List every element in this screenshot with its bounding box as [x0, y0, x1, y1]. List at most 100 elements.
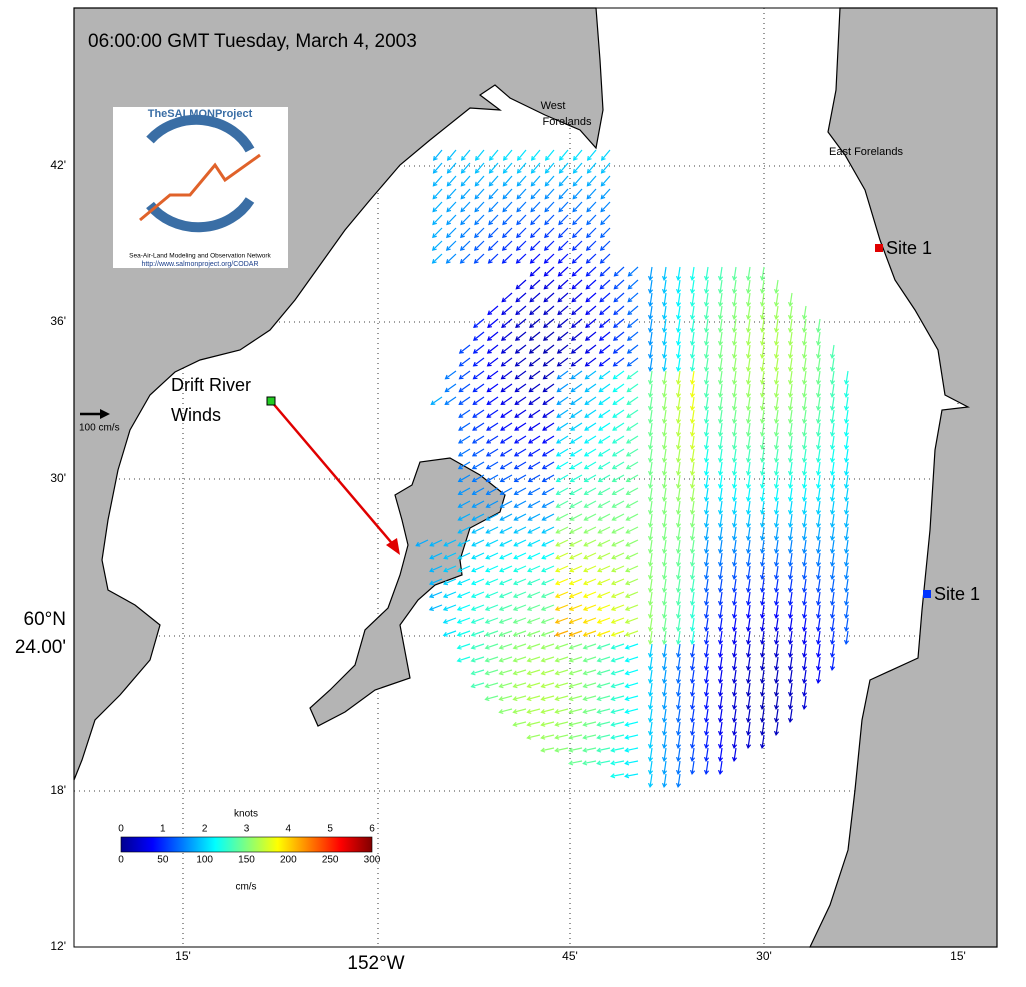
current-arrowhead	[610, 631, 616, 637]
current-vector	[600, 253, 611, 264]
current-arrowhead	[787, 691, 794, 698]
current-field	[415, 149, 850, 789]
current-arrowhead	[584, 400, 590, 406]
current-arrowhead	[829, 587, 836, 594]
current-arrowhead	[571, 323, 577, 329]
current-vector	[691, 578, 695, 592]
current-vector	[831, 500, 835, 514]
current-arrowhead	[610, 760, 616, 766]
current-arrowhead	[647, 652, 654, 659]
current-arrowhead	[661, 431, 668, 438]
current-vector	[803, 344, 807, 358]
current-vector	[817, 591, 821, 605]
current-vector	[691, 422, 695, 436]
current-arrowhead	[541, 477, 547, 483]
current-arrowhead	[626, 361, 632, 367]
current-arrowhead	[661, 704, 668, 711]
current-vector	[691, 539, 695, 553]
current-vector	[803, 526, 807, 540]
current-vector	[460, 175, 471, 187]
current-arrowhead	[515, 246, 521, 251]
current-arrowhead	[444, 387, 450, 393]
current-arrowhead	[486, 361, 492, 367]
current-arrowhead	[432, 181, 438, 187]
current-vector	[789, 344, 793, 358]
current-vector	[803, 643, 807, 657]
current-arrowhead	[528, 349, 534, 354]
current-vector	[613, 279, 625, 290]
current-vector	[649, 695, 653, 709]
current-arrowhead	[555, 529, 561, 534]
current-vector	[719, 617, 723, 631]
current-vector	[555, 604, 569, 611]
current-arrowhead	[530, 207, 536, 213]
current-arrowhead	[583, 516, 589, 521]
current-vector	[528, 409, 541, 418]
current-arrowhead	[661, 548, 668, 555]
current-vector	[845, 591, 849, 605]
current-arrowhead	[502, 168, 508, 174]
current-arrowhead	[474, 194, 480, 200]
current-vector	[677, 266, 681, 280]
current-vector	[817, 669, 821, 683]
current-arrowhead	[647, 275, 654, 282]
current-arrowhead	[745, 535, 752, 542]
logo-box	[113, 107, 288, 268]
current-vector	[501, 305, 513, 315]
current-arrowhead	[787, 379, 794, 386]
current-arrowhead	[596, 670, 602, 676]
current-arrowhead	[432, 220, 438, 226]
current-vector	[601, 149, 611, 161]
current-vector	[705, 279, 709, 293]
current-arrowhead	[484, 644, 490, 650]
current-arrowhead	[541, 541, 547, 547]
current-vector	[457, 643, 471, 649]
current-vector	[649, 422, 653, 436]
current-vector	[705, 617, 709, 631]
current-vector	[705, 708, 709, 722]
current-arrowhead	[801, 457, 808, 464]
current-vector	[845, 539, 849, 553]
current-arrowhead	[759, 431, 766, 438]
current-vector	[761, 331, 765, 345]
current-vector	[611, 643, 625, 649]
place-label: East Forelands	[829, 146, 903, 158]
current-arrowhead	[568, 593, 575, 599]
current-vector	[677, 734, 681, 748]
current-arrowhead	[675, 509, 682, 516]
current-vector	[541, 669, 555, 675]
current-vector	[472, 422, 485, 431]
current-arrowhead	[529, 258, 535, 264]
current-arrowhead	[541, 464, 547, 470]
current-arrowhead	[600, 168, 606, 174]
current-arrowhead	[689, 626, 696, 633]
current-arrowhead	[446, 233, 451, 239]
current-vector	[719, 539, 723, 553]
current-arrowhead	[787, 353, 794, 360]
current-vector	[528, 422, 541, 431]
current-vector	[663, 734, 667, 748]
current-arrowhead	[612, 413, 618, 418]
current-vector	[541, 747, 555, 752]
current-arrowhead	[486, 336, 492, 341]
current-arrowhead	[647, 366, 654, 373]
current-arrowhead	[460, 233, 465, 239]
current-arrowhead	[773, 366, 780, 373]
current-arrowhead	[513, 516, 519, 521]
current-arrowhead	[731, 457, 738, 464]
current-arrowhead	[611, 439, 617, 444]
current-arrowhead	[498, 606, 504, 611]
current-vector	[733, 357, 737, 371]
current-vector	[499, 604, 513, 611]
site-label: Site 1	[934, 584, 980, 604]
current-arrowhead	[612, 349, 618, 354]
current-arrowhead	[460, 220, 466, 226]
current-arrowhead	[541, 451, 547, 457]
current-vector	[571, 370, 583, 380]
current-vector	[649, 409, 653, 423]
current-arrowhead	[585, 258, 591, 264]
current-vector	[433, 162, 443, 174]
current-arrowhead	[661, 496, 668, 503]
current-vector	[471, 552, 485, 559]
